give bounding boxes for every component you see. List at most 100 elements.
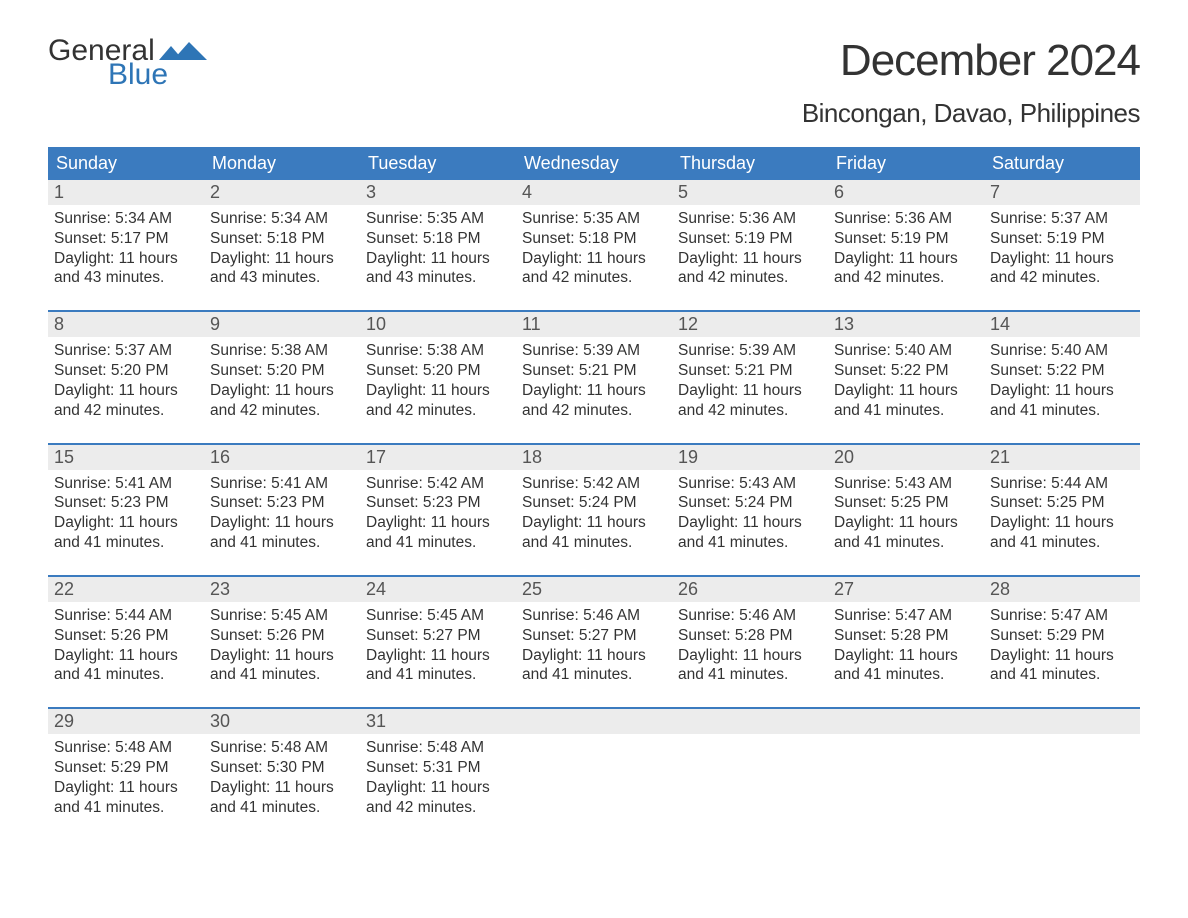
day-body: Sunrise: 5:48 AMSunset: 5:29 PMDaylight:… [48, 734, 204, 817]
daylight-line1: Daylight: 11 hours [210, 249, 354, 269]
day-body: Sunrise: 5:42 AMSunset: 5:24 PMDaylight:… [516, 470, 672, 553]
day-cell: 23Sunrise: 5:45 AMSunset: 5:26 PMDayligh… [204, 577, 360, 685]
day-number-row: 18 [516, 445, 672, 470]
month-title: December 2024 [802, 36, 1140, 86]
day-cell: 15Sunrise: 5:41 AMSunset: 5:23 PMDayligh… [48, 445, 204, 553]
day-header-cell: Monday [204, 147, 360, 180]
daylight-line2: and 42 minutes. [990, 268, 1134, 288]
sunset-line: Sunset: 5:20 PM [210, 361, 354, 381]
day-number: 27 [828, 577, 984, 602]
day-number-row: 22 [48, 577, 204, 602]
day-number: 28 [984, 577, 1140, 602]
sunset-line: Sunset: 5:20 PM [54, 361, 198, 381]
day-cell: 13Sunrise: 5:40 AMSunset: 5:22 PMDayligh… [828, 312, 984, 420]
sunset-line: Sunset: 5:31 PM [366, 758, 510, 778]
sunset-line: Sunset: 5:26 PM [54, 626, 198, 646]
sunset-line: Sunset: 5:22 PM [990, 361, 1134, 381]
day-number: 30 [204, 709, 360, 734]
day-number-row: . [516, 709, 672, 734]
day-number-row: 11 [516, 312, 672, 337]
day-number-row: 26 [672, 577, 828, 602]
day-number: 6 [828, 180, 984, 205]
daylight-line2: and 43 minutes. [366, 268, 510, 288]
day-body: Sunrise: 5:47 AMSunset: 5:28 PMDaylight:… [828, 602, 984, 685]
sunrise-line: Sunrise: 5:42 AM [366, 474, 510, 494]
day-cell: 4Sunrise: 5:35 AMSunset: 5:18 PMDaylight… [516, 180, 672, 288]
sunrise-line: Sunrise: 5:36 AM [834, 209, 978, 229]
day-body: Sunrise: 5:37 AMSunset: 5:19 PMDaylight:… [984, 205, 1140, 288]
day-number-row: 1 [48, 180, 204, 205]
day-body: Sunrise: 5:42 AMSunset: 5:23 PMDaylight:… [360, 470, 516, 553]
day-cell: 3Sunrise: 5:35 AMSunset: 5:18 PMDaylight… [360, 180, 516, 288]
sunrise-line: Sunrise: 5:41 AM [210, 474, 354, 494]
day-cell: 28 Sunrise: 5:47 AMSunset: 5:29 PMDayligh… [984, 577, 1140, 685]
day-body: Sunrise: 5:46 AMSunset: 5:27 PMDaylight:… [516, 602, 672, 685]
sunset-line: Sunset: 5:21 PM [678, 361, 822, 381]
daylight-line2: and 41 minutes. [54, 533, 198, 553]
day-number: 29 [48, 709, 204, 734]
day-number: 20 [828, 445, 984, 470]
day-cell: 24Sunrise: 5:45 AMSunset: 5:27 PMDayligh… [360, 577, 516, 685]
sunrise-line: Sunrise: 5:34 AM [210, 209, 354, 229]
sunrise-line: Sunrise: 5:36 AM [678, 209, 822, 229]
day-number: 13 [828, 312, 984, 337]
daylight-line1: Daylight: 11 hours [834, 513, 978, 533]
day-body: Sunrise: 5:45 AMSunset: 5:26 PMDaylight:… [204, 602, 360, 685]
sunrise-line: Sunrise: 5:40 AM [990, 341, 1134, 361]
daylight-line1: Daylight: 11 hours [678, 646, 822, 666]
day-cell: 27Sunrise: 5:47 AMSunset: 5:28 PMDayligh… [828, 577, 984, 685]
sunset-line: Sunset: 5:19 PM [678, 229, 822, 249]
sunset-line: Sunset: 5:28 PM [678, 626, 822, 646]
daylight-line1: Daylight: 11 hours [990, 646, 1134, 666]
day-cell: 16Sunrise: 5:41 AMSunset: 5:23 PMDayligh… [204, 445, 360, 553]
daylight-line1: Daylight: 11 hours [990, 249, 1134, 269]
day-number-row: 31 [360, 709, 516, 734]
daylight-line2: and 43 minutes. [210, 268, 354, 288]
sunrise-line: Sunrise: 5:40 AM [834, 341, 978, 361]
day-header-cell: Sunday [48, 147, 204, 180]
sunrise-line: Sunrise: 5:48 AM [366, 738, 510, 758]
daylight-line1: Daylight: 11 hours [678, 381, 822, 401]
sunset-line: Sunset: 5:28 PM [834, 626, 978, 646]
day-body: Sunrise: 5:43 AMSunset: 5:24 PMDaylight:… [672, 470, 828, 553]
day-number-row: 12 [672, 312, 828, 337]
sunrise-line: Sunrise: 5:42 AM [522, 474, 666, 494]
daylight-line2: and 41 minutes. [366, 533, 510, 553]
day-body: Sunrise: 5:34 AMSunset: 5:17 PMDaylight:… [48, 205, 204, 288]
daylight-line1: Daylight: 11 hours [366, 513, 510, 533]
day-cell: 2Sunrise: 5:34 AMSunset: 5:18 PMDaylight… [204, 180, 360, 288]
sunset-line: Sunset: 5:26 PM [210, 626, 354, 646]
sunset-line: Sunset: 5:29 PM [990, 626, 1134, 646]
daylight-line2: and 41 minutes. [210, 665, 354, 685]
daylight-line2: and 41 minutes. [522, 665, 666, 685]
daylight-line1: Daylight: 11 hours [522, 646, 666, 666]
daylight-line2: and 41 minutes. [210, 533, 354, 553]
sunset-line: Sunset: 5:17 PM [54, 229, 198, 249]
day-body: Sunrise: 5:37 AMSunset: 5:20 PMDaylight:… [48, 337, 204, 420]
day-number-row: 4 [516, 180, 672, 205]
day-number: 12 [672, 312, 828, 337]
daylight-line2: and 41 minutes. [678, 533, 822, 553]
sunset-line: Sunset: 5:27 PM [366, 626, 510, 646]
sunrise-line: Sunrise: 5:35 AM [366, 209, 510, 229]
daylight-line2: and 41 minutes. [210, 798, 354, 818]
day-body: Sunrise: 5:39 AMSunset: 5:21 PMDaylight:… [516, 337, 672, 420]
week-row: 29Sunrise: 5:48 AMSunset: 5:29 PMDayligh… [48, 707, 1140, 817]
day-cell: 17Sunrise: 5:42 AMSunset: 5:23 PMDayligh… [360, 445, 516, 553]
daylight-line2: and 41 minutes. [366, 665, 510, 685]
sunrise-line: Sunrise: 5:47 AM [990, 606, 1134, 626]
sunrise-line: Sunrise: 5:37 AM [990, 209, 1134, 229]
day-number-row: 25 [516, 577, 672, 602]
daylight-line1: Daylight: 11 hours [366, 381, 510, 401]
daylight-line2: and 41 minutes. [678, 665, 822, 685]
day-number-row: 15 [48, 445, 204, 470]
day-number: 5 [672, 180, 828, 205]
daylight-line2: and 42 minutes. [522, 401, 666, 421]
weeks-container: 1Sunrise: 5:34 AMSunset: 5:17 PMDaylight… [48, 180, 1140, 818]
sunrise-line: Sunrise: 5:45 AM [210, 606, 354, 626]
day-body: Sunrise: 5:36 AMSunset: 5:19 PMDaylight:… [828, 205, 984, 288]
sunset-line: Sunset: 5:21 PM [522, 361, 666, 381]
day-header-cell: Friday [828, 147, 984, 180]
day-number-row: 24 [360, 577, 516, 602]
day-number: 19 [672, 445, 828, 470]
